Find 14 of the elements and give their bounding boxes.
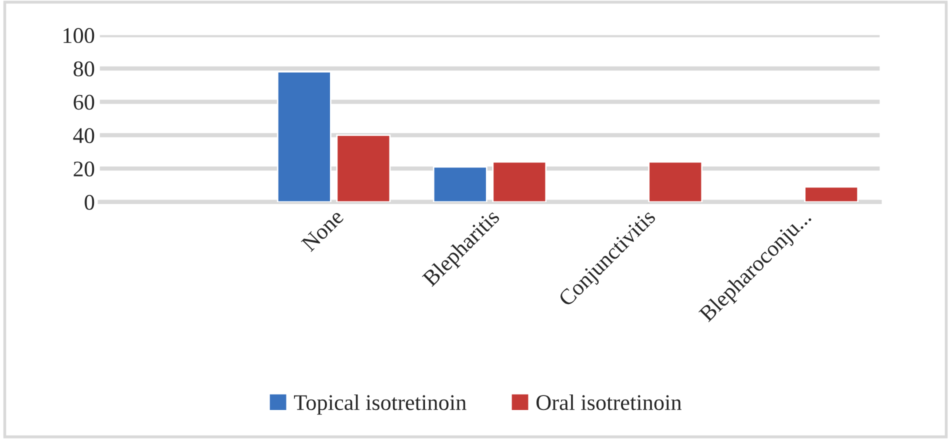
legend-label: Oral isotretinoin	[536, 394, 682, 410]
y-tick-label: 80	[74, 61, 94, 76]
bar	[492, 161, 547, 202]
legend-label: Topical isotretinoin	[294, 394, 466, 415]
bar	[336, 134, 391, 202]
y-tick-label: 40	[73, 128, 94, 144]
bar	[432, 166, 488, 202]
bar	[648, 161, 703, 202]
bar	[276, 71, 332, 202]
y-tick-label: 60	[74, 94, 94, 110]
bar	[804, 186, 859, 202]
y-tick-label: 20	[74, 162, 94, 177]
y-tick-label: 100	[64, 28, 94, 44]
y-tick-label: 0	[84, 194, 94, 210]
